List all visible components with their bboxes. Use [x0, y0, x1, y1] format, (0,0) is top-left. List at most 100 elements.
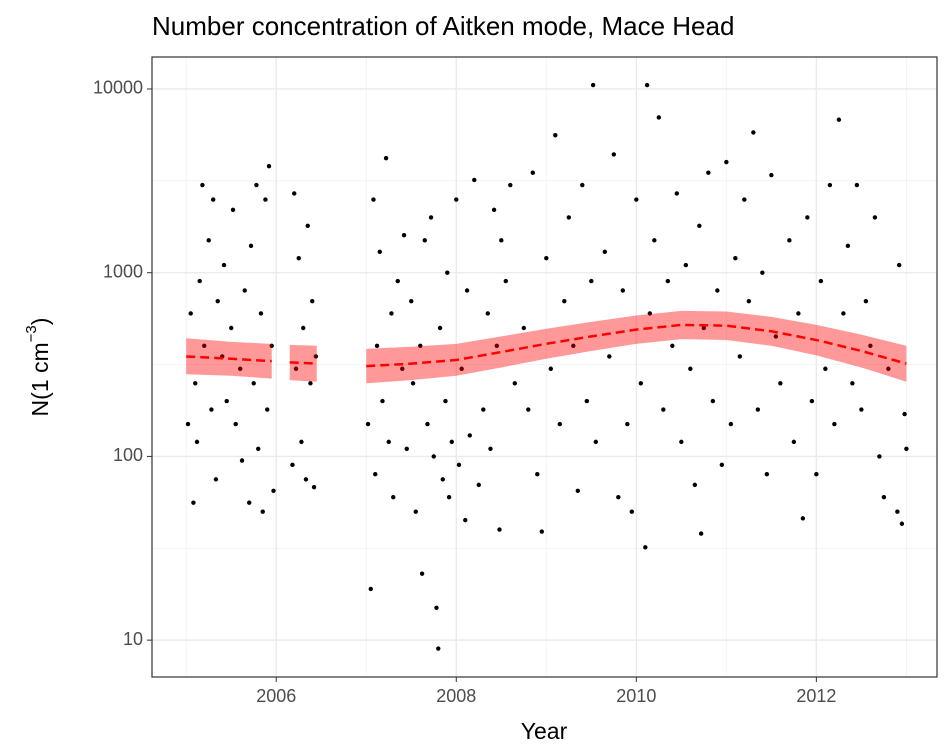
point	[247, 500, 252, 505]
point	[881, 494, 887, 500]
point	[791, 439, 797, 445]
point	[769, 172, 774, 178]
point	[584, 398, 590, 404]
y-axis-title: N(1 cm−3)	[23, 318, 53, 417]
point	[674, 191, 680, 196]
x-tick-label: 2010	[616, 686, 656, 706]
point	[544, 255, 549, 261]
point	[733, 255, 738, 261]
point	[211, 197, 216, 202]
point	[787, 238, 792, 243]
point	[751, 130, 756, 135]
point	[230, 207, 236, 212]
point	[850, 381, 855, 386]
point	[902, 411, 907, 417]
point	[260, 509, 265, 514]
point	[293, 366, 299, 371]
point	[308, 381, 313, 386]
point	[742, 197, 747, 202]
point	[413, 509, 418, 514]
point	[823, 366, 828, 371]
point	[459, 366, 464, 371]
point	[213, 477, 219, 482]
point	[679, 439, 684, 445]
point	[383, 155, 389, 161]
point	[836, 117, 842, 122]
point	[481, 407, 486, 412]
point	[365, 421, 371, 427]
point	[233, 421, 238, 427]
point	[368, 586, 373, 592]
point	[374, 343, 380, 349]
point	[185, 421, 191, 427]
point	[590, 82, 596, 88]
point	[254, 182, 259, 188]
confidence-band	[289, 344, 317, 382]
point	[373, 472, 378, 477]
point	[200, 182, 205, 188]
x-tick-label: 2008	[436, 686, 476, 706]
trend-line	[366, 323, 907, 368]
point	[611, 152, 617, 157]
point	[656, 115, 662, 120]
point	[269, 343, 274, 349]
point	[410, 381, 416, 386]
panel-border	[151, 56, 938, 678]
point	[692, 482, 698, 488]
point	[512, 381, 517, 386]
point	[271, 488, 276, 493]
point	[395, 278, 400, 284]
point	[400, 366, 405, 371]
point	[463, 517, 468, 523]
point	[575, 488, 581, 493]
point	[896, 262, 902, 268]
point	[467, 433, 472, 438]
chart-title: Number concentration of Aitken mode, Mac…	[152, 11, 734, 41]
y-tick-label: 10000	[93, 78, 143, 98]
point	[530, 170, 535, 175]
point	[263, 197, 268, 202]
point	[391, 494, 396, 500]
point	[431, 454, 436, 459]
trend-line	[289, 361, 317, 365]
point	[827, 182, 833, 188]
point	[215, 298, 220, 304]
point	[566, 215, 572, 220]
point	[706, 170, 711, 175]
point	[737, 354, 743, 359]
point	[904, 446, 909, 452]
point	[728, 421, 734, 427]
point	[683, 262, 689, 268]
x-tick-label: 2012	[796, 686, 836, 706]
point	[755, 407, 761, 412]
point	[638, 381, 644, 386]
point	[425, 421, 430, 427]
point	[899, 521, 905, 526]
point	[310, 298, 315, 304]
point	[620, 288, 626, 293]
x-tick-label: 2006	[256, 686, 296, 706]
point	[710, 398, 716, 404]
point	[760, 270, 765, 275]
point	[251, 381, 256, 386]
point	[719, 462, 725, 468]
point	[229, 325, 234, 331]
x-axis-title: Year	[521, 718, 568, 744]
point	[854, 182, 860, 188]
point	[508, 182, 513, 188]
point	[859, 407, 864, 412]
point	[809, 398, 815, 404]
point	[868, 343, 873, 349]
point	[593, 439, 599, 445]
point	[265, 407, 270, 412]
point	[443, 398, 448, 404]
point	[404, 446, 409, 452]
point	[778, 381, 783, 386]
point	[557, 421, 563, 427]
point	[188, 311, 193, 316]
point	[764, 472, 770, 477]
point	[436, 646, 441, 651]
confidence-band	[366, 310, 907, 384]
point	[428, 215, 434, 220]
